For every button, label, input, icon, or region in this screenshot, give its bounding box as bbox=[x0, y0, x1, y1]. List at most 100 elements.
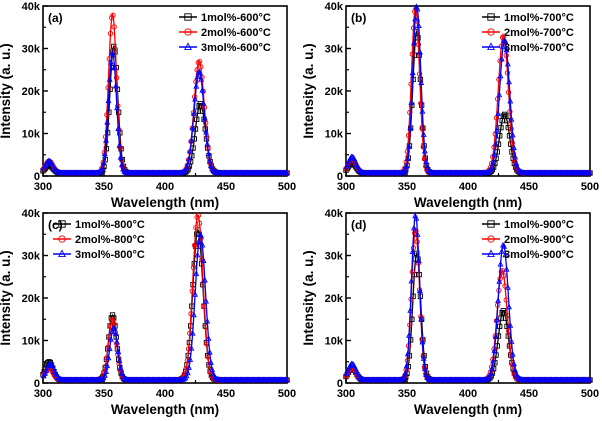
y-tick-label: 40k bbox=[22, 208, 41, 220]
data-point bbox=[114, 338, 120, 345]
data-point bbox=[504, 323, 510, 329]
data-point bbox=[114, 104, 120, 111]
data-point bbox=[189, 329, 196, 336]
data-point bbox=[404, 350, 411, 357]
data-point bbox=[205, 150, 212, 157]
data-point bbox=[187, 147, 194, 154]
data-point bbox=[493, 126, 500, 133]
data-point bbox=[106, 345, 113, 351]
panel-3: 300 350 400 450 500 0 10k 20k 30k 40k Wavelength (… bbox=[0, 208, 296, 417]
data-point bbox=[513, 160, 520, 166]
data-point bbox=[186, 155, 192, 162]
data-point bbox=[203, 128, 210, 135]
x-tick-label: 350 bbox=[398, 181, 416, 193]
y-axis-label: Intensity (a. u.) bbox=[301, 43, 316, 138]
series-line bbox=[42, 44, 287, 174]
x-tick-label: 500 bbox=[278, 181, 296, 193]
x-tick-label: 400 bbox=[156, 388, 174, 400]
data-point bbox=[58, 249, 66, 258]
data-point bbox=[345, 160, 351, 166]
legend-entry: 1mol%-900°C bbox=[504, 219, 574, 231]
legend-entry: 3mol%-600°C bbox=[201, 42, 271, 54]
y-tick-label: 10k bbox=[22, 336, 41, 348]
data-point bbox=[192, 126, 199, 132]
data-point bbox=[200, 100, 207, 107]
data-point bbox=[486, 372, 493, 379]
data-point bbox=[112, 46, 119, 53]
data-point bbox=[107, 58, 114, 65]
data-point bbox=[504, 60, 511, 67]
data-point bbox=[187, 356, 194, 362]
data-point bbox=[499, 34, 506, 41]
data-point bbox=[415, 22, 422, 29]
data-point bbox=[495, 110, 502, 116]
data-point bbox=[118, 369, 125, 376]
data-point bbox=[204, 140, 211, 147]
x-axis-label: Wavelength (nm) bbox=[111, 195, 219, 210]
data-point bbox=[502, 38, 509, 44]
data-point bbox=[492, 140, 499, 147]
legend-entry: 2mol%-900°C bbox=[504, 234, 574, 246]
data-point bbox=[402, 369, 409, 376]
data-point bbox=[50, 365, 57, 371]
y-tick-label: 40k bbox=[325, 1, 344, 13]
data-point bbox=[184, 13, 192, 21]
data-point bbox=[192, 242, 198, 248]
x-tick-label: 350 bbox=[398, 388, 416, 400]
data-point bbox=[184, 160, 191, 167]
y-tick-label: 30k bbox=[22, 251, 41, 263]
data-point bbox=[189, 288, 195, 294]
data-point bbox=[503, 46, 510, 53]
x-tick-label: 500 bbox=[581, 181, 599, 193]
data-point bbox=[188, 137, 195, 143]
data-point bbox=[199, 241, 206, 248]
data-point bbox=[118, 161, 125, 168]
series-line bbox=[42, 51, 287, 174]
panel-4: 300 350 400 450 500 0 10k 20k 30k 40k Wavelength (… bbox=[301, 208, 599, 417]
data-point bbox=[206, 157, 213, 164]
data-point bbox=[498, 315, 504, 321]
x-tick-label: 300 bbox=[337, 388, 355, 400]
data-point bbox=[193, 225, 199, 231]
x-tick-label: 400 bbox=[459, 388, 477, 400]
data-point bbox=[195, 237, 202, 244]
y-tick-label: 30k bbox=[22, 44, 41, 56]
x-tick-label: 400 bbox=[156, 181, 174, 193]
data-point bbox=[495, 141, 502, 147]
data-point bbox=[487, 235, 495, 243]
series-line bbox=[345, 251, 590, 381]
data-point bbox=[487, 369, 494, 376]
data-point bbox=[188, 344, 195, 351]
data-point bbox=[503, 52, 509, 58]
data-point bbox=[487, 220, 495, 228]
data-point bbox=[497, 323, 503, 329]
legend-entry: 2mol%-600°C bbox=[201, 27, 271, 39]
x-tick-label: 450 bbox=[520, 181, 538, 193]
data-point bbox=[508, 115, 515, 122]
data-point bbox=[423, 371, 430, 377]
data-point bbox=[211, 168, 218, 175]
data-point bbox=[184, 42, 192, 51]
data-point bbox=[104, 112, 110, 118]
data-point bbox=[497, 72, 504, 79]
x-tick-label: 400 bbox=[459, 181, 477, 193]
legend-entry: 1mol%-700°C bbox=[504, 12, 574, 24]
data-point bbox=[508, 126, 514, 132]
data-point bbox=[515, 375, 522, 381]
x-tick-label: 300 bbox=[337, 181, 355, 193]
y-tick-label: 10k bbox=[22, 129, 41, 141]
data-point bbox=[487, 28, 495, 36]
data-point bbox=[416, 71, 423, 77]
data-point bbox=[110, 324, 117, 331]
data-point bbox=[512, 366, 519, 373]
data-point bbox=[509, 350, 516, 357]
data-point bbox=[403, 162, 410, 169]
data-point bbox=[408, 99, 415, 105]
data-point bbox=[197, 69, 203, 76]
data-point bbox=[407, 124, 414, 131]
data-point bbox=[183, 372, 190, 379]
data-point bbox=[410, 224, 417, 231]
data-point bbox=[109, 328, 116, 335]
data-point bbox=[509, 140, 515, 146]
